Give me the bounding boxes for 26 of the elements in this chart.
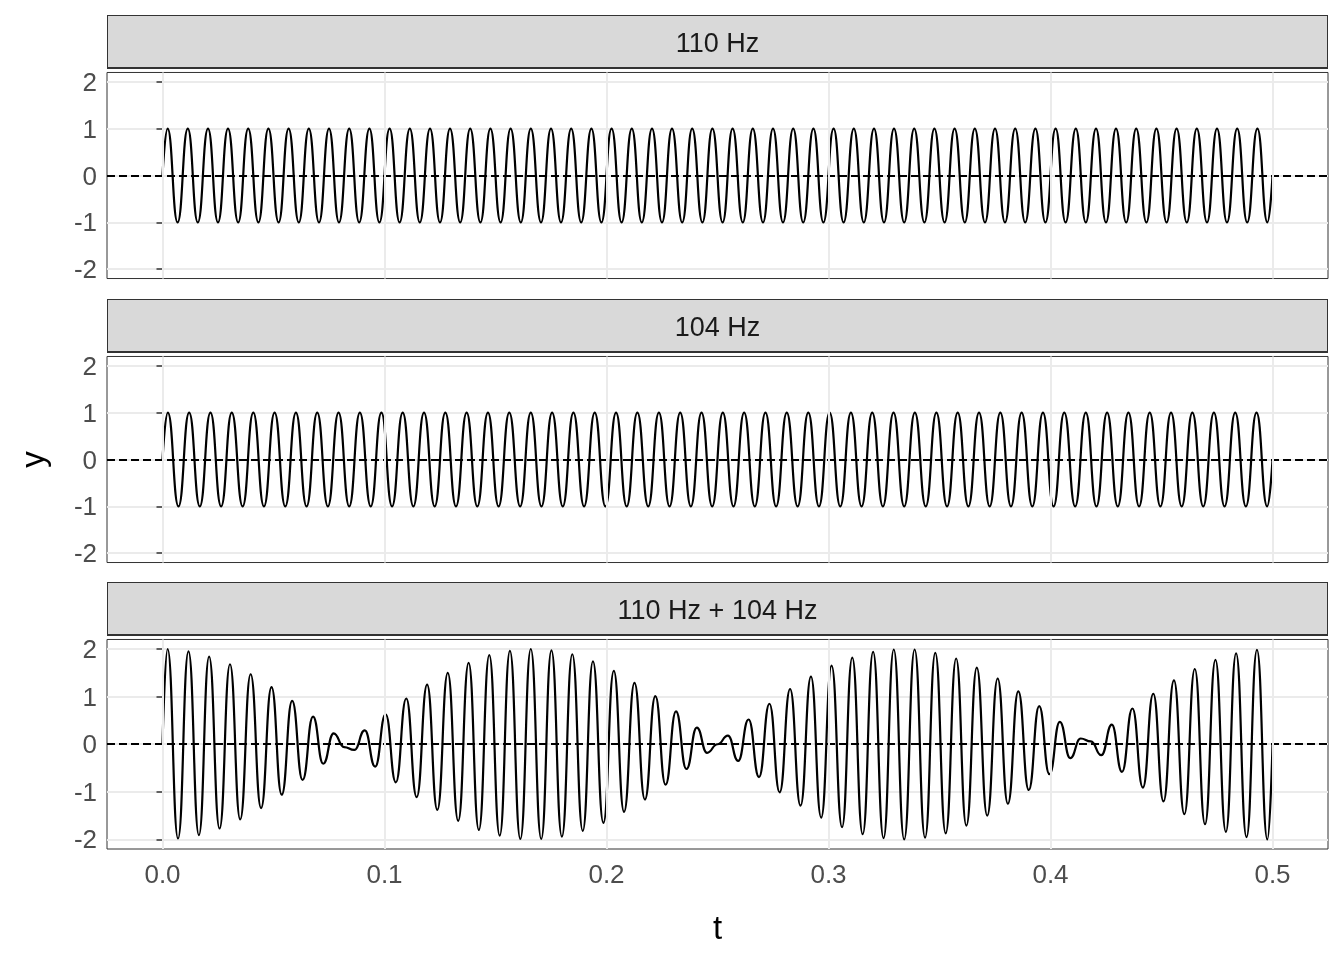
y-tick-label: -1	[73, 207, 97, 238]
y-tick-label: -2	[73, 254, 97, 285]
x-tick-label: 0.0	[144, 859, 181, 889]
y-tick-label: 2	[82, 350, 97, 381]
y-tick-label: 2	[82, 66, 97, 97]
x-axis-title: t	[712, 909, 723, 946]
y-tick-label: -1	[73, 491, 97, 522]
chart-title: 110 Hz	[107, 15, 1328, 69]
x-tick-label: 0.1	[366, 859, 403, 889]
x-tick-label: 0.2	[588, 859, 625, 889]
y-tick-label: 0	[82, 444, 97, 475]
y-tick-label: 0	[82, 160, 97, 191]
y-tick-label: 2	[82, 634, 97, 664]
chart-title: 110 Hz + 104 Hz	[107, 582, 1328, 636]
y-tick-label: -1	[73, 776, 97, 807]
y-tick-label: 1	[82, 397, 97, 428]
y-tick-label: 0	[82, 729, 97, 760]
y-tick-label: 1	[82, 681, 97, 712]
x-tick-label: 0.3	[810, 859, 847, 889]
y-axis-title: y	[14, 450, 51, 468]
x-tick-label: 0.5	[1254, 859, 1291, 889]
y-tick-label: -2	[73, 824, 97, 855]
x-tick-label: 0.4	[1032, 859, 1069, 889]
chart-title: 104 Hz	[107, 299, 1328, 353]
y-tick-label: -2	[73, 538, 97, 569]
y-tick-label: 1	[82, 113, 97, 144]
